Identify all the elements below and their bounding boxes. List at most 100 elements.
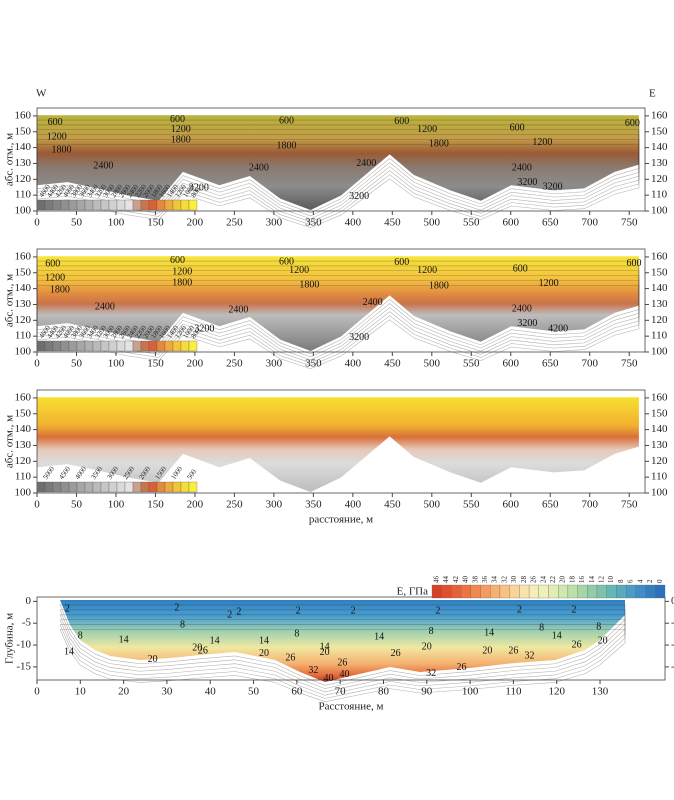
colorbar-cell <box>499 584 510 599</box>
contour-label: 2 <box>65 604 70 615</box>
colorbar-cell <box>577 584 588 599</box>
plot-frame <box>36 107 646 212</box>
contour-line <box>59 614 626 693</box>
colorbar-cell <box>68 340 78 352</box>
contour-label: 20 <box>148 654 158 665</box>
contour-label: 20 <box>259 648 269 659</box>
y-tick-label-right: 130 <box>651 157 668 169</box>
y-tick-label: 160 <box>15 391 32 403</box>
contour-label: 20 <box>320 647 330 658</box>
x-tick-label: 350 <box>305 358 322 370</box>
plot-frame <box>36 248 646 353</box>
x-tick-label: 550 <box>463 358 480 370</box>
colorbar-label: 5000 <box>41 465 56 481</box>
contour-label: 1200 <box>417 124 437 135</box>
x-tick-label: 600 <box>503 499 520 511</box>
colorbar-cell <box>172 340 182 352</box>
contour-line <box>59 609 626 689</box>
colorbar-cell <box>108 340 118 352</box>
x-tick-label: 100 <box>108 217 125 229</box>
contour-label: 600 <box>394 116 409 127</box>
contour-label: 2400 <box>95 301 115 312</box>
x-tick-label: 400 <box>345 358 362 370</box>
colorbar-label: 32 <box>500 576 508 584</box>
contour-label: 3200 <box>517 318 537 329</box>
colorbar-cell <box>148 481 158 493</box>
contour-label: 26 <box>391 648 401 659</box>
colorbar-label: 36 <box>481 576 489 584</box>
colorbar-label: 34 <box>491 576 499 584</box>
colorbar-cell <box>84 199 94 211</box>
colorbar-cell <box>470 584 481 599</box>
contour-label: 1200 <box>539 278 559 289</box>
colorbar-cell <box>68 199 78 211</box>
contour-label: 8 <box>596 621 601 632</box>
contour-label: 8 <box>294 628 299 639</box>
x-axis-label: Расстояние, м <box>319 701 384 713</box>
colorbar-cell <box>172 481 182 493</box>
contour-label: 8 <box>180 620 185 631</box>
y-axis-label: абс. отм., м <box>4 274 16 327</box>
x-tick-label: 100 <box>108 358 125 370</box>
colorbar-cell <box>44 199 54 211</box>
x-tick-label: 130 <box>592 686 609 698</box>
plot-frame <box>36 596 666 681</box>
x-tick-label: 0 <box>34 217 40 229</box>
y-axis-label: абс. отм., м <box>4 415 16 468</box>
colorbar-cell <box>132 199 142 211</box>
x-tick-label: 450 <box>384 358 401 370</box>
y-tick-label: -5 <box>22 617 32 629</box>
y-tick-label: 110 <box>15 189 32 201</box>
contour-label: 3200 <box>517 177 537 188</box>
contour-label: 1200 <box>289 265 309 276</box>
x-tick-label: 350 <box>305 499 322 511</box>
contour-label: 32 <box>308 665 318 676</box>
x-tick-label: 50 <box>248 686 260 698</box>
colorbar-label: 40 <box>462 576 470 584</box>
contour-line <box>59 619 626 696</box>
colorbar-cell <box>148 199 158 211</box>
contour-line <box>36 119 640 214</box>
colorbar-cell <box>587 584 598 599</box>
x-tick-label: 650 <box>542 358 559 370</box>
y-tick-label-right: 100 <box>651 487 668 499</box>
contour-label: 20 <box>482 645 492 656</box>
y-tick-label: 130 <box>15 439 32 451</box>
x-tick-label: 0 <box>34 686 40 698</box>
colorbar-cell <box>44 340 54 352</box>
colorbar-label: 22 <box>549 576 557 584</box>
contour-label: 14 <box>374 631 384 642</box>
x-tick-label: 250 <box>226 358 243 370</box>
contour-label: 40 <box>323 673 333 684</box>
x-tick-label: 650 <box>542 499 559 511</box>
colorbar-cell <box>124 340 134 352</box>
colorbar-cell <box>100 340 110 352</box>
x-tick-label: 550 <box>463 499 480 511</box>
colorbar-cell <box>164 481 174 493</box>
contour-label: 26 <box>285 652 295 663</box>
y-tick-label: 130 <box>15 157 32 169</box>
x-tick-label: 150 <box>147 499 164 511</box>
x-tick-label: 750 <box>621 499 638 511</box>
contour-label: 600 <box>170 255 185 266</box>
x-tick-label: 700 <box>581 499 598 511</box>
x-tick-label: 80 <box>378 686 390 698</box>
contour-label: 600 <box>45 259 60 270</box>
colorbar-cell <box>431 584 442 599</box>
contour-label: 600 <box>279 256 294 267</box>
contour-label: 2 <box>351 606 356 617</box>
colorbar-cell <box>76 340 86 352</box>
colorbar-cell <box>52 340 62 352</box>
contour-label: 20 <box>422 642 432 653</box>
colorbar-label: 26 <box>530 576 538 584</box>
y-tick-label: 100 <box>15 346 32 358</box>
x-tick-label: 110 <box>505 686 522 698</box>
colorbar-cell <box>132 340 142 352</box>
colorbar-cell <box>172 199 182 211</box>
colorbar-label: 18 <box>568 576 576 584</box>
contour-label: 2400 <box>512 304 532 315</box>
contour-label: 14 <box>320 642 330 653</box>
y-tick-label-right: 150 <box>651 125 668 137</box>
colorbar-cell <box>124 481 134 493</box>
